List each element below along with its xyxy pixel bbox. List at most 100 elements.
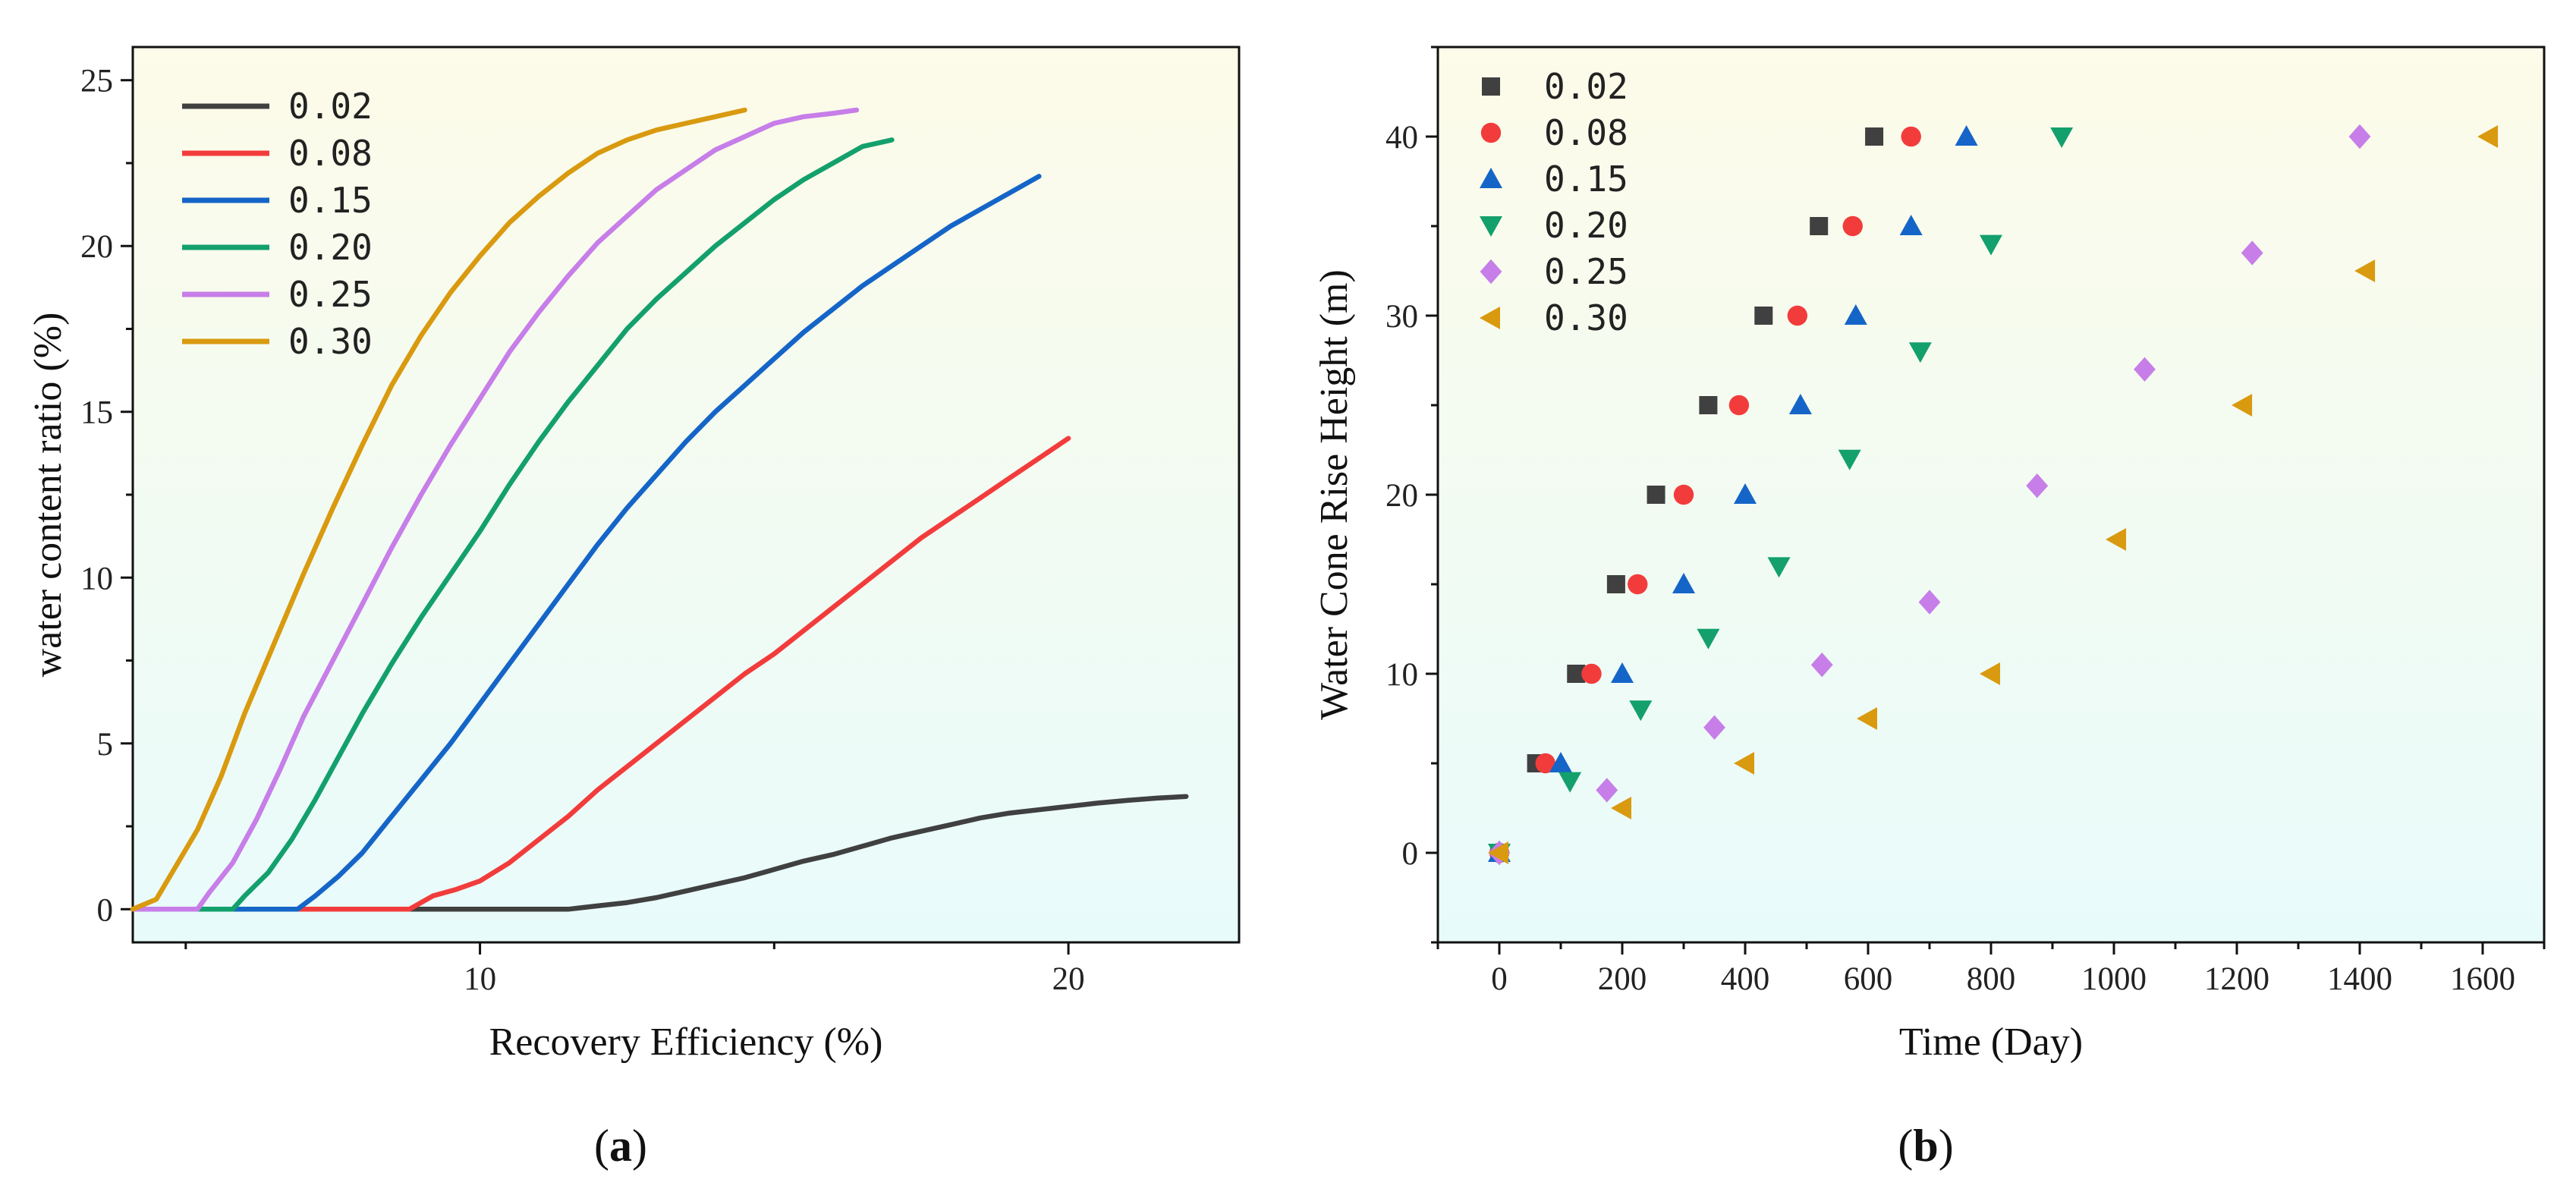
x-tick-label: 1600 (2450, 961, 2515, 997)
data-point-0.08 (1842, 215, 1863, 237)
y-tick-label: 20 (80, 229, 113, 265)
data-point-0.20 (2050, 127, 2074, 148)
series-line-0.25 (130, 107, 860, 912)
data-point-0.25 (1810, 653, 1833, 678)
data-point-0.20 (1980, 234, 2002, 256)
series-line-0.30 (130, 107, 747, 912)
legend-marker-0.20 (1480, 216, 1502, 237)
data-point-0.08 (1673, 484, 1694, 505)
y-tick-label: 10 (80, 561, 113, 596)
data-point-0.25 (2348, 124, 2371, 149)
x-tick-label: 1000 (2081, 961, 2147, 997)
data-point-0.02 (1754, 307, 1773, 325)
y-tick-label: 0 (97, 892, 114, 928)
series-line-0.20 (130, 137, 895, 912)
data-point-0.30 (2232, 394, 2253, 417)
x-tick-label: 800 (1967, 961, 2016, 997)
x-tick-label: 200 (1598, 961, 1647, 997)
legend-label: 0.30 (288, 321, 373, 362)
series-line-0.02 (130, 794, 1189, 912)
data-point-0.15 (1611, 662, 1634, 683)
x-tick-label: 1400 (2327, 961, 2392, 997)
data-point-0.20 (1629, 700, 1653, 722)
data-point-0.25 (2134, 357, 2156, 382)
data-point-0.30 (2477, 125, 2499, 148)
legend-marker-0.30 (1480, 307, 1500, 329)
y-tick-label: 15 (80, 395, 113, 431)
data-point-0.25 (1596, 778, 1618, 803)
y-tick-label: 10 (1386, 657, 1418, 693)
y-tick-label: 20 (1386, 478, 1418, 514)
ticks-b: 0 200 400 600 800 1000 1200 1400 1600 0 10 20 30 40 (1386, 46, 2546, 997)
data-point-0.20 (1767, 557, 1791, 578)
data-point-0.08 (1787, 305, 1808, 326)
data-point-0.30 (1488, 841, 1508, 864)
data-point-0.02 (1699, 396, 1718, 414)
data-point-0.20 (1838, 449, 1861, 470)
data-point-0.20 (1697, 628, 1720, 649)
panel-letter-a: a (609, 1121, 632, 1171)
data-point-0.30 (2354, 259, 2376, 282)
x-axis-label-b: Time (Day) (1899, 1021, 2083, 1064)
series-lines-a (130, 107, 1189, 912)
data-point-0.30 (1980, 662, 2000, 685)
data-point-0.15 (1788, 394, 1812, 414)
legend-marker-0.08 (1480, 122, 1502, 143)
x-tick-label: 10 (464, 961, 496, 997)
data-point-0.15 (1672, 573, 1695, 593)
y-tick-label: 30 (1386, 299, 1418, 335)
data-point-0.20 (1558, 772, 1582, 793)
x-tick-label: 600 (1844, 961, 1893, 997)
y-tick-label: 25 (80, 64, 113, 99)
data-point-0.08 (1628, 574, 1648, 595)
y-axis-label-b: Water Cone Rise Height (m) (1313, 269, 1356, 720)
panel-letter-b: b (1913, 1121, 1938, 1171)
legend-label: 0.25 (1544, 251, 1628, 292)
data-point-0.30 (1611, 797, 1631, 819)
data-point-0.02 (1865, 127, 1884, 146)
data-point-0.15 (1955, 125, 1978, 146)
data-point-0.08 (1728, 395, 1750, 416)
data-point-0.20 (1908, 342, 1932, 363)
x-tick-label: 0 (1491, 961, 1508, 997)
legend-label: 0.15 (1544, 159, 1628, 200)
x-tick-label: 20 (1052, 961, 1085, 997)
data-point-0.08 (1901, 126, 1921, 147)
data-point-0.02 (1810, 217, 1829, 235)
data-point-0.08 (1535, 753, 1555, 774)
ticks-a: 10 20 0 5 10 15 20 25 (80, 64, 1085, 997)
data-point-0.02 (1606, 575, 1625, 593)
data-point-0.15 (1734, 483, 1757, 504)
legend-label: 0.30 (1544, 297, 1628, 338)
plot-area-b (1436, 46, 2546, 944)
legend-label: 0.08 (1544, 112, 1628, 153)
series-points-b (1488, 124, 2499, 866)
data-point-0.25 (1703, 715, 1725, 740)
data-point-0.25 (2241, 241, 2263, 266)
x-axis-label-a: Recovery Efficiency (%) (489, 1021, 883, 1064)
series-line-0.15 (130, 174, 1042, 912)
data-point-0.30 (2106, 528, 2127, 551)
legend-marker-0.25 (1480, 259, 1502, 285)
legend-label: 0.02 (288, 86, 373, 127)
y-tick-label: 40 (1386, 120, 1418, 156)
y-tick-label: 5 (97, 727, 114, 763)
x-tick-label: 1200 (2204, 961, 2269, 997)
data-point-0.25 (1918, 590, 1941, 615)
legend-label: 0.02 (1544, 66, 1628, 107)
data-point-0.25 (2026, 473, 2049, 499)
data-point-0.30 (1734, 752, 1754, 775)
y-axis-label-a: water content ratio (%) (27, 313, 70, 678)
legend-label: 0.25 (288, 274, 373, 315)
panel-label-b: (b) (1898, 1121, 1953, 1171)
legend-label: 0.15 (288, 180, 373, 221)
data-point-0.15 (1899, 215, 1923, 235)
legend-label: 0.08 (288, 133, 373, 174)
chart-b: 0 200 400 600 800 1000 1200 1400 1600 0 10 20 30 40 0… (1313, 46, 2546, 1171)
legend-label: 0.20 (288, 227, 373, 268)
legend-marker-0.02 (1482, 77, 1500, 96)
legend-a: 0.02 0.08 0.15 0.20 0.25 0.30 (182, 86, 373, 362)
data-point-0.02 (1647, 486, 1665, 504)
